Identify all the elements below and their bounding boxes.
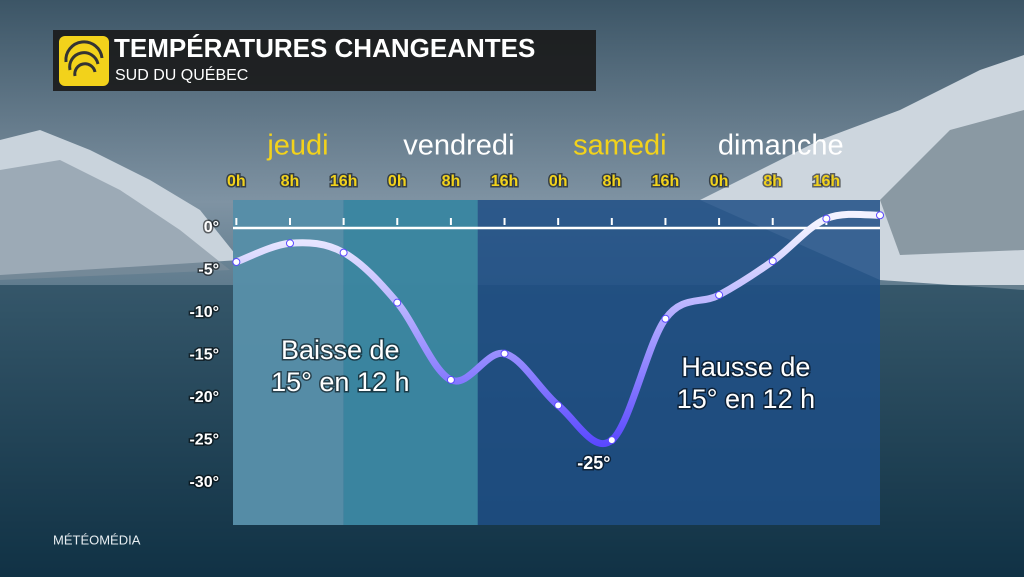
y-tick-label: -20° <box>189 389 219 406</box>
y-tick-label: -15° <box>189 347 219 364</box>
x-tick-label: 0h <box>227 173 246 190</box>
x-tick-label: 0h <box>549 173 568 190</box>
day-label: samedi <box>573 130 667 162</box>
y-tick-label: -10° <box>189 304 219 321</box>
data-point <box>607 436 616 445</box>
x-tick-label: 16h <box>813 173 841 190</box>
data-point <box>500 349 509 358</box>
x-tick-label: 8h <box>763 173 782 190</box>
day-label: dimanche <box>718 130 844 162</box>
data-point <box>446 375 455 384</box>
logo-swirl <box>64 40 104 77</box>
plot: 0° -5° -10° -15° -20° -25° -30° 0h 8h 16h 0h 8h 16h 0… <box>188 130 884 525</box>
title-box <box>53 30 596 91</box>
day-label: vendredi <box>403 130 514 162</box>
annotation: 15° en 12 h <box>271 367 409 397</box>
data-point <box>768 257 777 266</box>
x-tick-label: 16h <box>652 173 680 190</box>
mountain-right-shade <box>880 110 1024 255</box>
data-point <box>822 214 831 223</box>
x-tick-label: 0h <box>388 173 407 190</box>
annotation: Baisse de <box>281 335 400 365</box>
data-point <box>661 314 670 323</box>
data-point <box>339 248 348 257</box>
annotation: Hausse de <box>681 352 810 382</box>
x-tick-label: 8h <box>442 173 461 190</box>
x-tick-label: 8h <box>281 173 300 190</box>
y-tick-label: -5° <box>198 262 219 279</box>
chart-subtitle: SUD DU QUÉBEC <box>115 65 248 84</box>
data-point <box>232 257 241 266</box>
x-tick-label: 16h <box>330 173 358 190</box>
data-label: -25° <box>577 453 610 473</box>
data-point <box>285 239 294 248</box>
chart-title: TEMPÉRATURES CHANGEANTES <box>114 33 535 63</box>
data-point <box>393 298 402 307</box>
x-tick-label: 8h <box>602 173 621 190</box>
y-tick-label: 0° <box>204 219 219 236</box>
day-label: jeudi <box>266 130 328 162</box>
y-tick-label: -25° <box>189 431 219 448</box>
brand: MÉTÉOMÉDIA <box>53 532 141 547</box>
annotation: 15° en 12 h <box>677 384 815 414</box>
data-point <box>554 401 563 410</box>
y-tick-label: -30° <box>189 474 219 491</box>
mountain-left-shade <box>0 160 230 280</box>
data-point <box>876 211 884 220</box>
x-tick-label: 16h <box>491 173 519 190</box>
data-point <box>715 291 724 300</box>
x-tick-label: 0h <box>710 173 729 190</box>
region <box>343 200 478 525</box>
